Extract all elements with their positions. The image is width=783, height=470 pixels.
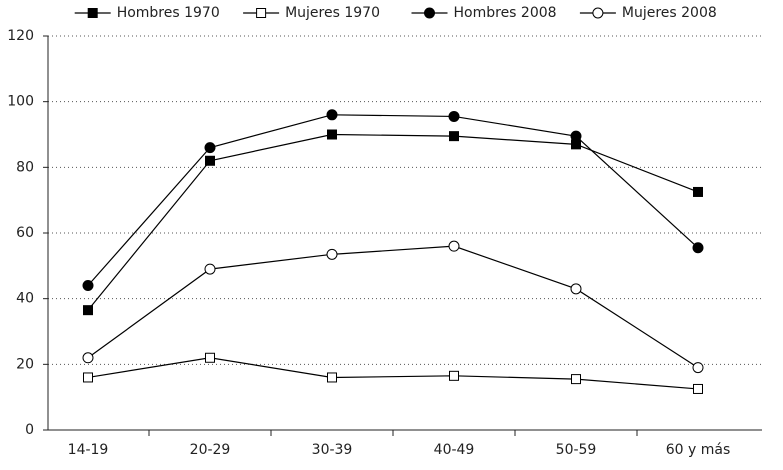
- legend-marker: [256, 8, 267, 18]
- marker: [449, 370, 459, 381]
- series-line: [87, 114, 699, 286]
- marker: [448, 240, 460, 252]
- legend-marker: [424, 7, 435, 19]
- y-tick-label: 40: [16, 291, 34, 307]
- x-tick-label: 40-49: [434, 442, 475, 458]
- marker: [205, 155, 215, 166]
- marker: [449, 131, 459, 142]
- marker: [570, 130, 582, 142]
- legend-label: Mujeres 1970: [285, 5, 380, 21]
- marker: [82, 280, 94, 292]
- marker: [693, 383, 703, 394]
- marker: [326, 109, 338, 121]
- y-tick-label: 20: [16, 356, 34, 372]
- marker: [693, 186, 703, 197]
- series-line: [87, 357, 699, 390]
- marker: [83, 372, 93, 383]
- marker: [448, 110, 460, 122]
- marker: [692, 362, 704, 374]
- marker: [327, 129, 337, 140]
- marker: [204, 142, 216, 154]
- legend-label: Hombres 1970: [117, 5, 220, 21]
- y-tick-label: 120: [7, 28, 34, 44]
- marker: [692, 242, 704, 254]
- marker: [83, 305, 93, 316]
- series-line: [87, 133, 699, 311]
- series-line: [87, 245, 699, 369]
- y-tick-label: 0: [25, 422, 34, 438]
- x-tick-label: 50-59: [556, 442, 597, 458]
- marker: [571, 374, 581, 385]
- legend-marker: [87, 8, 98, 18]
- marker: [204, 263, 216, 275]
- marker: [570, 283, 582, 295]
- marker: [205, 352, 215, 363]
- legend-label: Mujeres 2008: [622, 5, 717, 21]
- x-tick-label: 60 y más: [666, 442, 731, 458]
- marker: [82, 352, 94, 364]
- legend-marker: [592, 7, 604, 19]
- marker: [327, 372, 337, 383]
- y-tick-label: 100: [7, 94, 34, 110]
- x-tick-label: 14-19: [68, 442, 109, 458]
- y-tick-label: 60: [16, 225, 34, 241]
- x-tick-label: 30-39: [312, 442, 353, 458]
- x-tick-label: 20-29: [190, 442, 231, 458]
- marker: [326, 248, 338, 260]
- y-tick-label: 80: [16, 159, 34, 175]
- legend-label: Hombres 2008: [454, 5, 557, 21]
